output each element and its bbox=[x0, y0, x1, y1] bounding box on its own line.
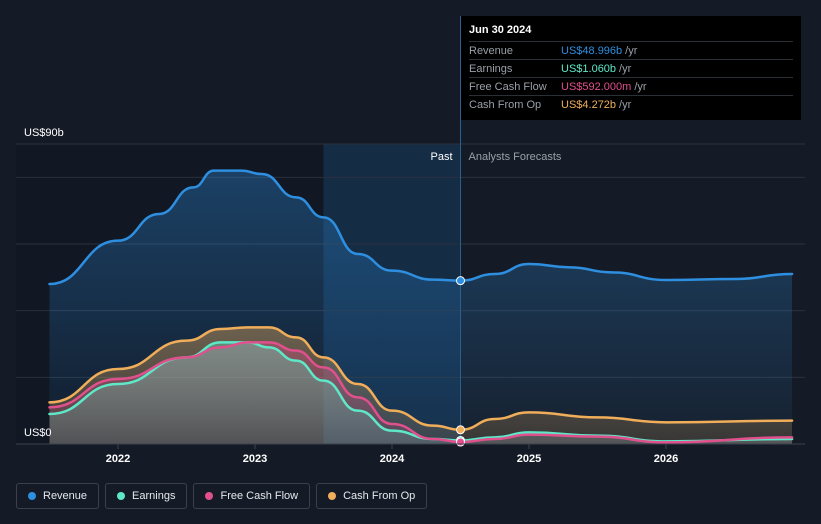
x-tick-label: 2025 bbox=[517, 453, 541, 465]
past-label: Past bbox=[430, 151, 452, 163]
area-earnings bbox=[49, 342, 793, 444]
legend-item-revenue[interactable]: Revenue bbox=[16, 483, 100, 509]
chart-legend: Revenue Earnings Free Cash Flow Cash Fro… bbox=[16, 483, 428, 509]
legend-dot-icon bbox=[117, 492, 126, 500]
tooltip-unit: /yr bbox=[625, 44, 638, 57]
tooltip-row-cash-from-op: Cash From Op US$4.272b /yr bbox=[469, 96, 793, 113]
marker-free-cash-flow bbox=[456, 437, 465, 447]
tooltip-row-free-cash-flow: Free Cash Flow US$592.000m /yr bbox=[469, 78, 793, 96]
line-free-cash-flow bbox=[48, 341, 794, 444]
legend-label: Free Cash Flow bbox=[220, 490, 299, 502]
marker-revenue bbox=[456, 276, 465, 286]
tooltip-value: US$592.000m bbox=[561, 80, 632, 93]
x-tick-label: 2026 bbox=[654, 453, 678, 465]
legend-dot-icon bbox=[205, 492, 214, 500]
legend-label: Revenue bbox=[43, 490, 88, 502]
legend-label: Earnings bbox=[132, 490, 176, 502]
tooltip-label: Earnings bbox=[469, 62, 513, 75]
legend-label: Cash From Op bbox=[343, 490, 416, 502]
tooltip-unit: /yr bbox=[634, 80, 647, 93]
tooltip-label: Revenue bbox=[469, 44, 514, 57]
legend-item-earnings[interactable]: Earnings bbox=[105, 483, 188, 509]
x-tick-label: 2022 bbox=[106, 453, 130, 465]
tooltip-row-revenue: Revenue US$48.996b /yr bbox=[469, 42, 793, 60]
tooltip-label: Free Cash Flow bbox=[469, 80, 547, 93]
tooltip-row-earnings: Earnings US$1.060b /yr bbox=[469, 60, 793, 78]
legend-dot-icon bbox=[328, 492, 337, 500]
tooltip-unit: /yr bbox=[619, 98, 632, 111]
tooltip-value: US$4.272b bbox=[561, 98, 617, 111]
tooltip-value: US$48.996b bbox=[561, 44, 623, 57]
legend-item-free-cash-flow[interactable]: Free Cash Flow bbox=[193, 483, 311, 509]
legend-dot-icon bbox=[28, 492, 36, 500]
forecast-label: Analysts Forecasts bbox=[469, 151, 562, 163]
tooltip-label: Cash From Op bbox=[469, 98, 542, 111]
marker-cash-from-op bbox=[456, 425, 465, 435]
line-revenue bbox=[48, 169, 794, 286]
chart-area: Past Analysts Forecasts US$90b US$0 2022 2023… bbox=[16, 16, 805, 465]
tooltip-unit: /yr bbox=[619, 62, 632, 75]
y-tick-label: US$90b bbox=[24, 127, 64, 139]
y-tick-label: US$0 bbox=[24, 427, 52, 439]
legend-item-cash-from-op[interactable]: Cash From Op bbox=[316, 483, 428, 509]
x-tick-label: 2024 bbox=[380, 453, 405, 465]
x-tick-label: 2023 bbox=[243, 453, 267, 465]
tooltip-value: US$1.060b bbox=[561, 62, 617, 75]
line-cash-from-op bbox=[48, 326, 794, 432]
tooltip-date: Jun 30 2024 bbox=[469, 24, 793, 42]
data-tooltip: Jun 30 2024 Revenue US$48.996b /yr Earni… bbox=[461, 16, 801, 120]
